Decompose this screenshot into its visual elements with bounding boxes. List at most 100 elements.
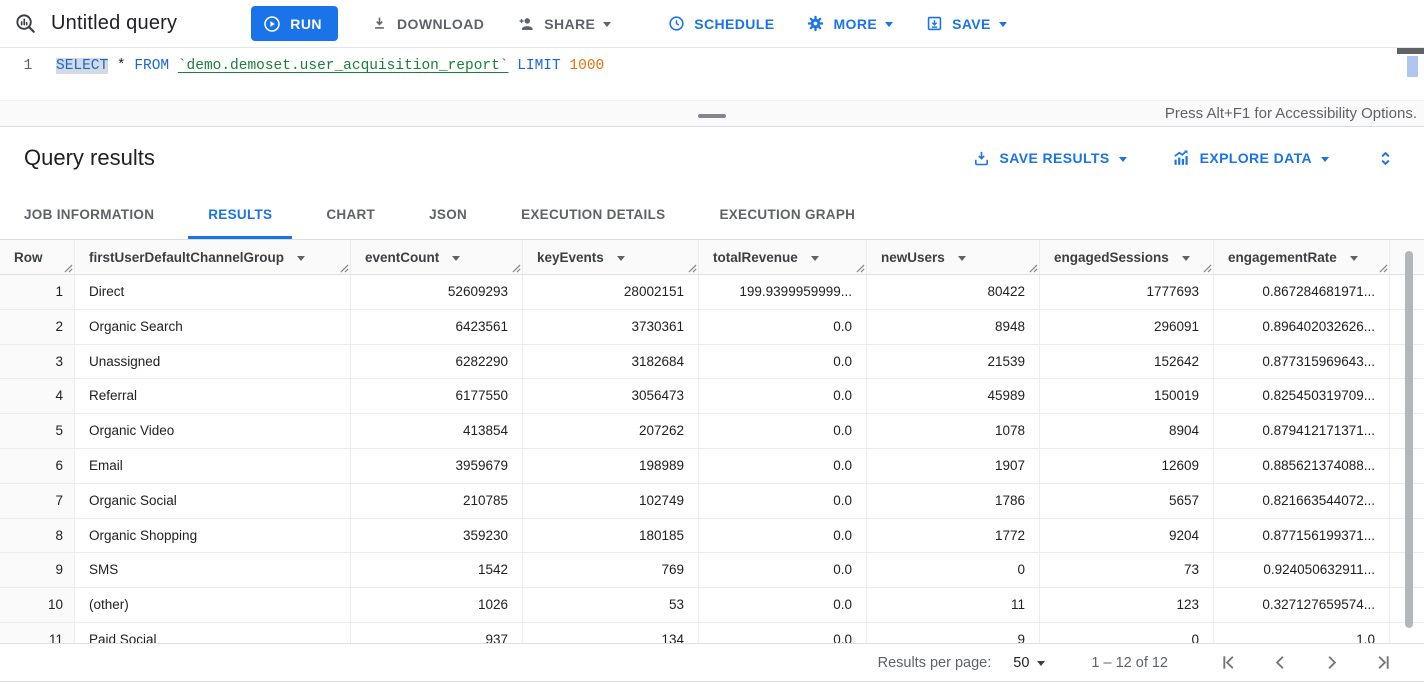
download-button[interactable]: DOWNLOAD: [370, 14, 484, 33]
table-header-row: Row firstUserDefaultChannelGroup eventCoun…: [0, 240, 1424, 275]
sql-code-line[interactable]: SELECT * FROM `demo.demoset.user_acquisi…: [56, 56, 604, 77]
more-button-label: MORE: [833, 15, 878, 32]
table-cell: 0.896402032626...: [1214, 309, 1390, 344]
run-button-label: RUN: [290, 15, 323, 32]
column-resize-grip-icon[interactable]: [1379, 264, 1388, 273]
last-page-button[interactable]: [1371, 651, 1394, 674]
table-cell: 0.0: [699, 622, 867, 643]
table-cell: 73: [1040, 553, 1214, 588]
first-page-button[interactable]: [1218, 651, 1241, 674]
editor-horizontal-scrollbar[interactable]: [1397, 48, 1424, 54]
column-header-firstuserdefaultchannelgroup[interactable]: firstUserDefaultChannelGroup: [75, 240, 351, 274]
table-cell: 0.879412171371...: [1214, 414, 1390, 448]
table-cell: 6282290: [351, 344, 523, 379]
column-label: totalRevenue: [713, 249, 798, 265]
table-cell: 80422: [867, 275, 1040, 309]
column-menu-caret-icon[interactable]: [297, 255, 306, 261]
column-menu-caret-icon[interactable]: [810, 255, 819, 261]
sql-limit-value: 1000: [569, 58, 605, 74]
tab-job-information[interactable]: JOB INFORMATION: [24, 206, 155, 222]
column-menu-caret-icon[interactable]: [452, 255, 461, 261]
query-title[interactable]: Untitled query: [51, 12, 178, 34]
editor-vertical-scrollbar[interactable]: [1407, 56, 1418, 77]
column-resize-grip-icon[interactable]: [512, 264, 521, 273]
column-header-keyevents[interactable]: keyEvents: [523, 240, 699, 274]
column-resize-grip-icon[interactable]: [688, 264, 697, 273]
tab-execution-details[interactable]: EXECUTION DETAILS: [521, 206, 666, 222]
chevron-down-icon: [998, 22, 1007, 27]
column-menu-caret-icon[interactable]: [1349, 255, 1358, 261]
column-resize-grip-icon[interactable]: [64, 264, 73, 273]
page-range-label: 1 – 12 of 12: [1091, 654, 1168, 671]
sql-editor[interactable]: 1 SELECT * FROM `demo.demoset.user_acqui…: [0, 48, 1424, 127]
more-button[interactable]: MORE: [806, 14, 894, 33]
column-resize-grip-icon[interactable]: [856, 264, 865, 273]
table-cell: 9: [867, 622, 1040, 643]
schedule-button[interactable]: SCHEDULE: [667, 14, 774, 33]
sql-keyword-select: SELECT: [56, 58, 109, 74]
table-cell: 3056473: [523, 379, 699, 414]
row-number-cell: 11: [0, 622, 75, 643]
tab-results[interactable]: RESULTS: [188, 189, 292, 239]
share-button-label: SHARE: [544, 15, 596, 32]
column-label: newUsers: [881, 249, 945, 265]
column-header-row[interactable]: Row: [0, 240, 75, 274]
save-button-label: SAVE: [952, 15, 991, 32]
next-page-button[interactable]: [1320, 651, 1343, 674]
table-cell: 210785: [351, 483, 523, 518]
table-cell: 102749: [523, 483, 699, 518]
results-tabs: JOB INFORMATION RESULTS CHART JSON EXECUTION…: [0, 189, 1424, 240]
tab-chart[interactable]: CHART: [326, 206, 376, 222]
table-cell: 6177550: [351, 379, 523, 414]
table-cell: Paid Social: [75, 622, 351, 643]
column-resize-grip-icon[interactable]: [1029, 264, 1038, 273]
column-header-totalrevenue[interactable]: totalRevenue: [699, 240, 867, 274]
tab-json[interactable]: JSON: [429, 206, 468, 222]
column-resize-grip-icon[interactable]: [340, 264, 349, 273]
column-menu-caret-icon[interactable]: [1181, 255, 1190, 261]
chevron-down-icon: [1037, 661, 1046, 666]
row-number-cell: 9: [0, 553, 75, 588]
sql-star: *: [116, 58, 126, 74]
column-header-newusers[interactable]: newUsers: [867, 240, 1040, 274]
table-cell: 6423561: [351, 309, 523, 344]
run-button[interactable]: RUN: [251, 6, 339, 41]
column-resize-grip-icon[interactable]: [1203, 264, 1212, 273]
explore-data-button[interactable]: EXPLORE DATA: [1171, 148, 1329, 168]
save-icon: [925, 14, 944, 33]
chevron-left-icon: [1275, 656, 1284, 669]
column-header-eventcount[interactable]: eventCount: [351, 240, 523, 274]
table-cell: 180185: [523, 518, 699, 553]
column-menu-caret-icon[interactable]: [616, 255, 625, 261]
save-results-button[interactable]: SAVE RESULTS: [972, 149, 1127, 168]
table-cell: 1.0: [1214, 622, 1390, 643]
column-menu-caret-icon[interactable]: [957, 255, 966, 261]
column-header-engagementrate[interactable]: engagementRate: [1214, 240, 1390, 274]
pane-resize-handle[interactable]: [698, 114, 726, 118]
sql-table-reference[interactable]: `demo.demoset.user_acquisition_report`: [177, 58, 509, 74]
table-row: 4 Referral 6177550 3056473 0.0 45989 150019 0.8…: [0, 379, 1424, 415]
expand-results-button[interactable]: [1375, 148, 1396, 169]
page-size-select[interactable]: 50: [1013, 655, 1046, 671]
row-number-cell: 1: [0, 275, 75, 309]
table-cell: Direct: [75, 275, 351, 309]
share-button[interactable]: SHARE: [516, 14, 612, 34]
chevron-down-icon: [885, 22, 894, 27]
column-label: Row: [14, 249, 43, 265]
table-vertical-scrollbar[interactable]: [1405, 251, 1413, 628]
table-cell: Organic Shopping: [75, 518, 351, 553]
table-cell: 45989: [867, 379, 1040, 414]
table-cell: 11: [867, 588, 1040, 622]
tab-execution-graph[interactable]: EXECUTION GRAPH: [719, 206, 856, 222]
row-number-cell: 2: [0, 309, 75, 344]
row-number-cell: 10: [0, 588, 75, 622]
table-cell: 0.0: [699, 379, 867, 414]
column-header-engagedsessions[interactable]: engagedSessions: [1040, 240, 1214, 274]
previous-page-button[interactable]: [1269, 651, 1292, 674]
table-cell: 1026: [351, 588, 523, 622]
table-cell: Organic Search: [75, 309, 351, 344]
table-cell: 152642: [1040, 344, 1214, 379]
column-label: eventCount: [365, 249, 440, 265]
table-cell: 937: [351, 622, 523, 643]
save-button[interactable]: SAVE: [925, 14, 1007, 33]
